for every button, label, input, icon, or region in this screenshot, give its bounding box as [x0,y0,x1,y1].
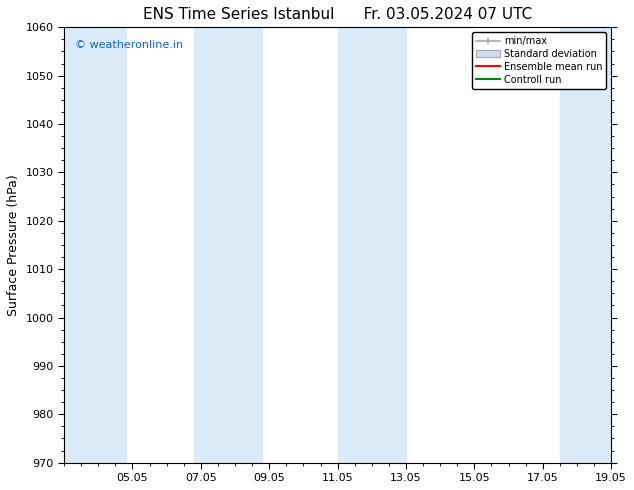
Y-axis label: Surface Pressure (hPa): Surface Pressure (hPa) [7,174,20,316]
Bar [64,27,126,463]
Legend: min/max, Standard deviation, Ensemble mean run, Controll run: min/max, Standard deviation, Ensemble me… [472,32,606,89]
Title: ENS Time Series Istanbul      Fr. 03.05.2024 07 UTC: ENS Time Series Istanbul Fr. 03.05.2024 … [143,7,532,22]
Text: © weatheronline.in: © weatheronline.in [75,40,183,50]
Bar [338,27,406,463]
Bar [560,27,611,463]
Bar [194,27,262,463]
